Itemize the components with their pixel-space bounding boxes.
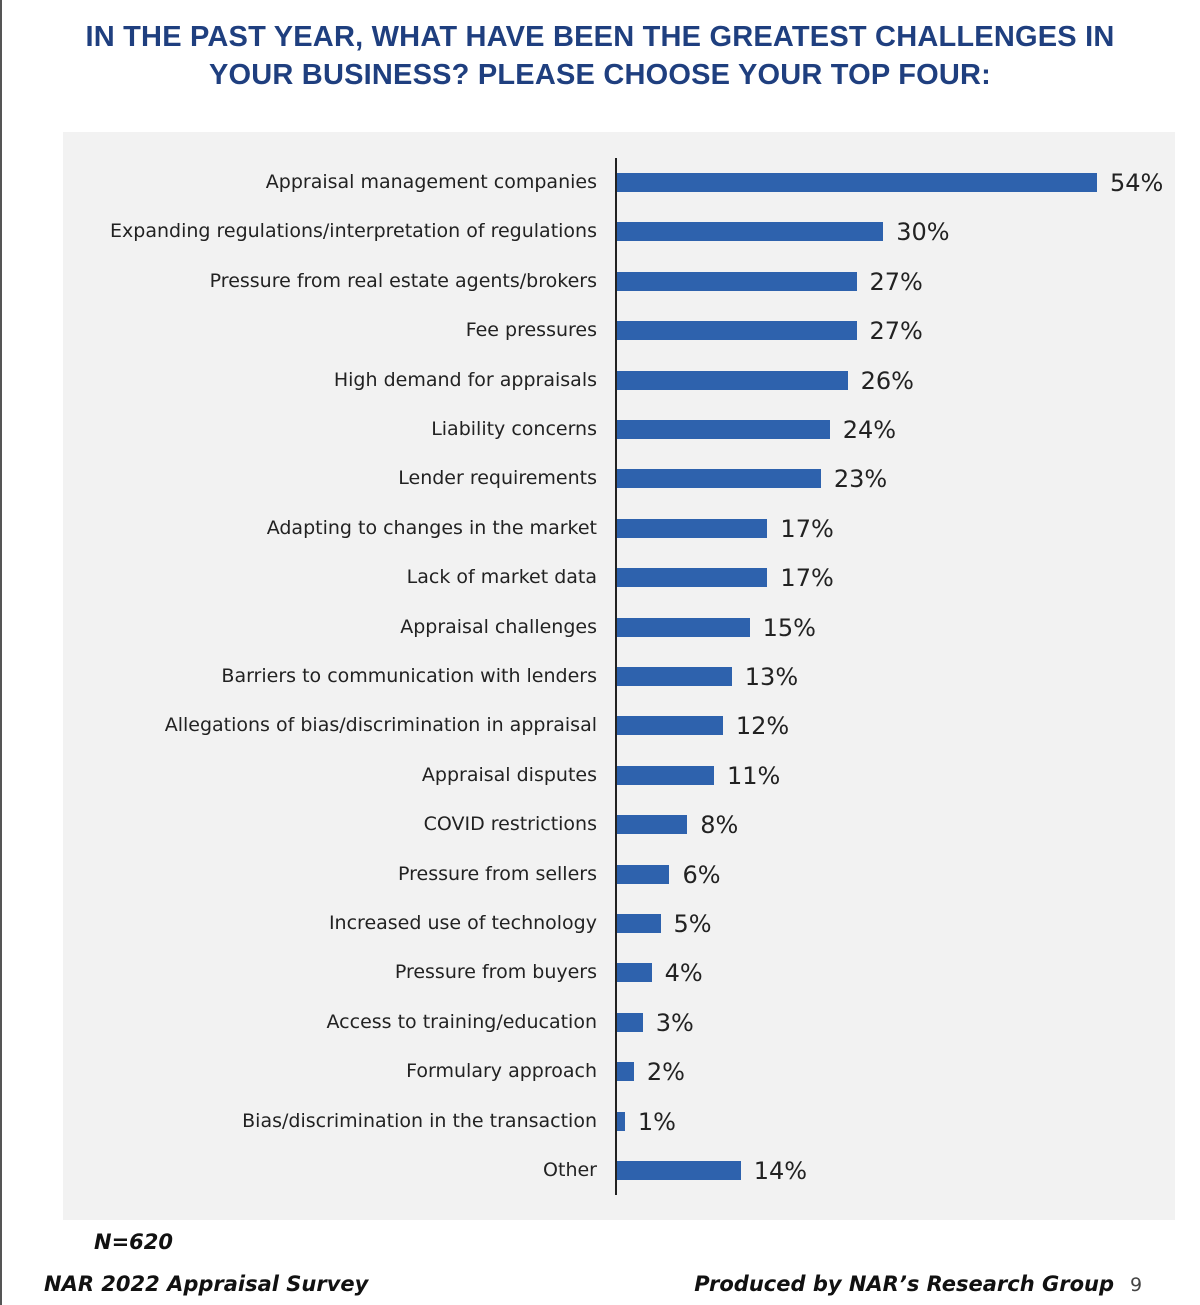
value-label: 1% [637, 1107, 676, 1136]
value-label: 17% [780, 564, 834, 593]
y-axis-line [615, 158, 617, 1195]
bar [616, 716, 723, 736]
category-label: Formulary approach [406, 1060, 597, 1083]
category-label: Lack of market data [406, 566, 597, 589]
value-label: 27% [869, 317, 923, 346]
category-label: High demand for appraisals [333, 368, 597, 391]
category-label: Expanding regulations/interpretation of … [110, 220, 597, 243]
bar [616, 420, 830, 439]
value-label: 17% [780, 514, 834, 543]
bar [616, 568, 768, 588]
chart-title: IN THE PAST YEAR, WHAT HAVE BEEN THE GRE… [85, 21, 1115, 91]
bar [616, 617, 750, 637]
value-label: 14% [753, 1157, 808, 1185]
category-label: Other [543, 1159, 597, 1181]
bar [616, 963, 652, 983]
value-label: 11% [726, 761, 781, 790]
bar [616, 864, 670, 884]
value-label: 12% [735, 712, 790, 741]
bar [616, 469, 821, 489]
footer-producer: Produced by NAR’s Research Group [694, 1272, 1114, 1296]
value-label: 30% [896, 218, 950, 247]
category-label: Adapting to changes in the market [266, 516, 597, 539]
category-label: Liability concerns [431, 418, 597, 440]
category-label: Bias/discrimination in the transaction [242, 1109, 597, 1132]
bar [616, 173, 1097, 192]
category-label: Appraisal challenges [400, 615, 597, 638]
category-label: Barriers to communication with lenders [221, 665, 597, 687]
bar [616, 1161, 741, 1180]
bar [616, 321, 857, 341]
value-label: 4% [664, 959, 703, 988]
page-number: 9 [1130, 1274, 1143, 1296]
footer-survey-name: NAR 2022 Appraisal Survey [44, 1272, 369, 1296]
category-label: Pressure from sellers [398, 862, 597, 885]
value-label: 54% [1110, 169, 1164, 197]
bar [616, 370, 848, 390]
bar [616, 914, 661, 933]
value-label: 5% [673, 910, 712, 938]
bar [616, 1111, 625, 1131]
value-label: 23% [833, 465, 888, 494]
value-label: 13% [744, 663, 799, 691]
bar [616, 518, 768, 538]
value-label: 6% [682, 860, 721, 889]
category-label: Appraisal management companies [265, 171, 597, 193]
category-label: Pressure from buyers [394, 961, 597, 984]
value-label: 24% [842, 416, 897, 444]
bar [616, 1062, 634, 1082]
category-label: Fee pressures [465, 319, 597, 342]
value-label: 15% [762, 613, 816, 642]
value-label: 26% [860, 366, 914, 395]
category-label: Allegations of bias/discrimination in ap… [164, 714, 597, 737]
bar [616, 222, 884, 242]
bar [616, 667, 732, 686]
value-label: 2% [646, 1058, 685, 1087]
page-border [0, 0, 2, 1305]
category-label: Pressure from real estate agents/brokers [209, 269, 597, 292]
category-label: Access to training/education [326, 1010, 597, 1033]
category-label: Increased use of technology [328, 912, 597, 934]
value-label: 3% [655, 1008, 694, 1037]
value-label: 8% [700, 811, 739, 840]
sample-size: N=620 [94, 1230, 174, 1254]
bar [616, 271, 857, 291]
category-label: Lender requirements [398, 467, 597, 490]
category-label: COVID restrictions [423, 813, 597, 836]
bar [616, 1012, 643, 1032]
category-label: Appraisal disputes [421, 763, 597, 786]
bar [616, 765, 714, 785]
bar [616, 815, 688, 835]
value-label: 27% [869, 267, 923, 296]
